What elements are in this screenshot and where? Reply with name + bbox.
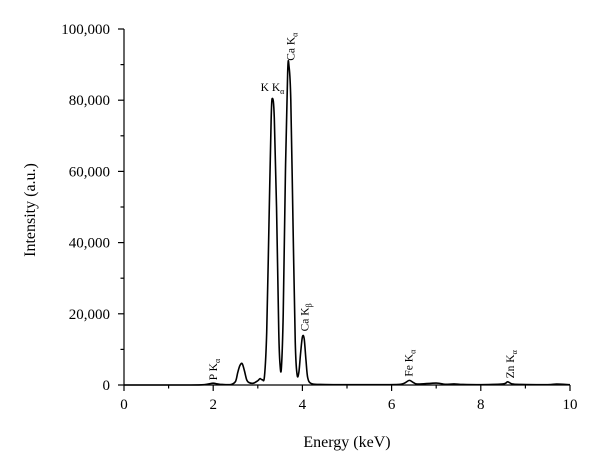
y-tick-label: 60,000 [69, 164, 110, 180]
x-tick-label: 6 [388, 397, 396, 413]
ticks [118, 28, 571, 391]
spectrum-line [124, 59, 571, 386]
peak-label: Fe Kα [404, 349, 418, 377]
peak-label: Zn Kα [505, 349, 519, 378]
y-tick-label: 100,000 [61, 22, 110, 38]
peak-label: P Kα [208, 358, 222, 380]
peak-label: K Kα [261, 82, 286, 96]
y-tick-label: 80,000 [69, 93, 110, 109]
y-tick-label: 20,000 [69, 307, 110, 323]
y-tick-label: 40,000 [69, 236, 110, 252]
x-tick-label: 0 [120, 397, 128, 413]
tick-labels: 0 2 4 6 8 10 0 20,000 40,000 60,000 80,000 100,000 [61, 22, 577, 413]
x-tick-label: 2 [209, 397, 217, 413]
y-tick-label: 0 [103, 378, 111, 394]
x-tick-label: 10 [563, 397, 578, 413]
x-tick-label: 8 [477, 397, 485, 413]
peak-label: Ca Kβ [300, 303, 314, 331]
x-tick-label: 4 [299, 397, 307, 413]
peak-labels: P Kα K Kα Ca Kα Ca Kβ Fe Kα Zn Kα [208, 32, 519, 380]
peak-label: Ca Kα [285, 32, 299, 61]
axes [123, 29, 570, 386]
x-axis-title: Energy (keV) [303, 434, 390, 451]
y-axis-title: Intensity (a.u.) [22, 163, 39, 257]
